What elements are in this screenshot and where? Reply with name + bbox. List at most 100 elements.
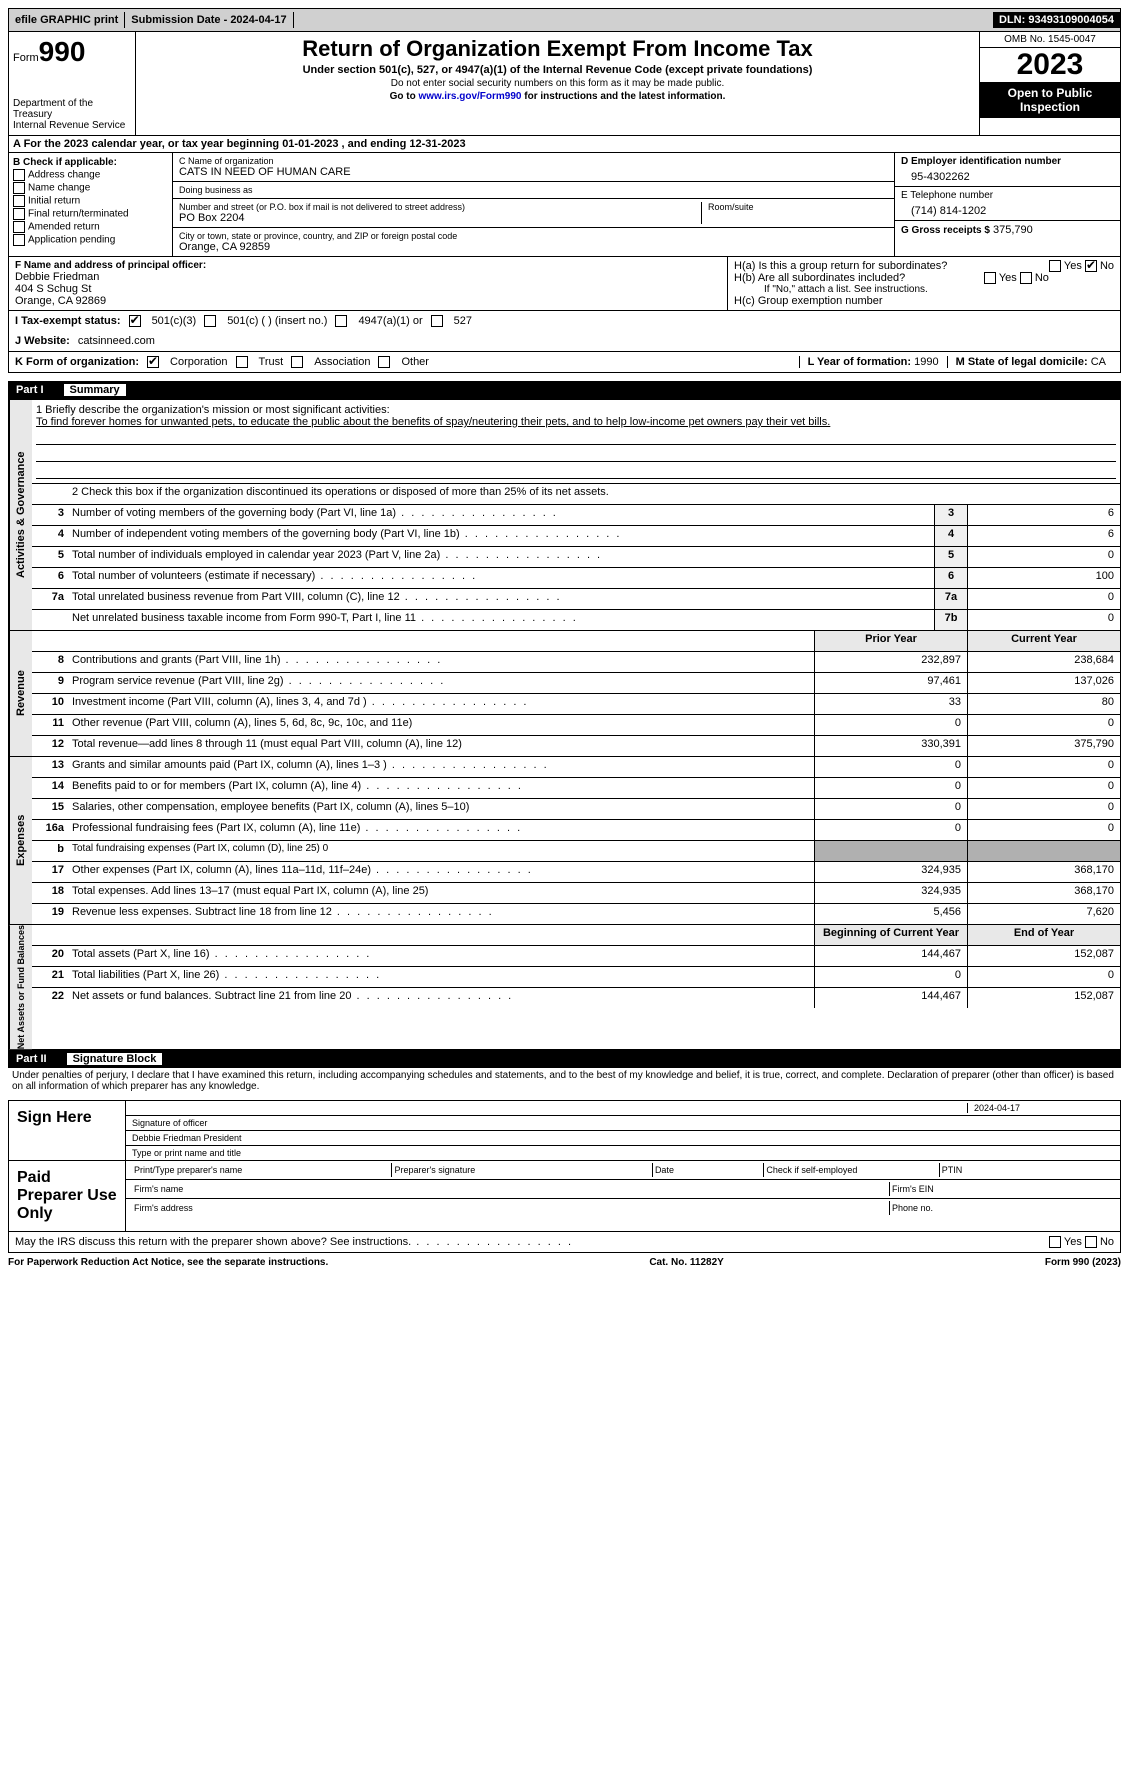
cb-name-change[interactable]: Name change xyxy=(13,182,168,194)
section-revenue: Revenue Prior YearCurrent Year 8Contribu… xyxy=(8,631,1121,757)
website-label: J Website: xyxy=(15,335,70,347)
tab-activities: Activities & Governance xyxy=(9,400,32,630)
prep-self-employed: Check if self-employed xyxy=(764,1163,939,1177)
signature-block: Sign Here 2024-04-17 Signature of office… xyxy=(8,1100,1121,1232)
part1-header: Part I Summary xyxy=(8,381,1121,399)
open-inspection: Open to Public Inspection xyxy=(980,82,1120,118)
row-a-calendar-year: A For the 2023 calendar year, or tax yea… xyxy=(8,136,1121,153)
section-f-label: F Name and address of principal officer: xyxy=(15,260,721,271)
dln: DLN: 93493109004054 xyxy=(993,12,1120,28)
prep-sig-label: Preparer's signature xyxy=(392,1163,652,1177)
sig-date: 2024-04-17 xyxy=(967,1103,1114,1113)
prep-name-label: Print/Type preparer's name xyxy=(132,1163,392,1177)
cb-amended-return[interactable]: Amended return xyxy=(13,221,168,233)
cb-527[interactable] xyxy=(431,315,443,327)
year-formation: L Year of formation: 1990 xyxy=(799,356,947,368)
gross-receipts: 375,790 xyxy=(993,224,1033,236)
cb-4947[interactable] xyxy=(335,315,347,327)
cb-association[interactable] xyxy=(291,356,303,368)
row-i: I Tax-exempt status: 501(c)(3) 501(c) ( … xyxy=(8,311,1121,331)
cb-501c[interactable] xyxy=(204,315,216,327)
sig-title-label: Type or print name and title xyxy=(126,1146,1120,1160)
section-activities: Activities & Governance 1 Briefly descri… xyxy=(8,399,1121,631)
footer: For Paperwork Reduction Act Notice, see … xyxy=(8,1257,1121,1268)
omb-number: OMB No. 1545-0047 xyxy=(980,32,1120,48)
officer-addr1: 404 S Schug St xyxy=(15,283,721,295)
officer-name: Debbie Friedman xyxy=(15,271,721,283)
row-j: J Website: catsinneed.com xyxy=(8,331,1121,352)
cb-discuss-yes[interactable] xyxy=(1049,1236,1061,1248)
line3-desc: Number of voting members of the governin… xyxy=(68,505,934,525)
cb-501c3[interactable] xyxy=(129,315,141,327)
cb-application-pending[interactable]: Application pending xyxy=(13,234,168,246)
form-number: 990 xyxy=(39,36,86,67)
prep-ptin-label: PTIN xyxy=(940,1163,1114,1177)
sig-name: Debbie Friedman President xyxy=(126,1131,1120,1146)
cb-trust[interactable] xyxy=(236,356,248,368)
ssn-note: Do not enter social security numbers on … xyxy=(140,78,975,89)
hdr-prior-year: Prior Year xyxy=(814,631,967,651)
irs-link[interactable]: www.irs.gov/Form990 xyxy=(418,91,521,102)
irs-label: Internal Revenue Service xyxy=(13,120,131,131)
cb-address-change[interactable]: Address change xyxy=(13,169,168,181)
officer-addr2: Orange, CA 92869 xyxy=(15,295,721,307)
tab-expenses: Expenses xyxy=(9,757,32,924)
penalty-text: Under penalties of perjury, I declare th… xyxy=(8,1068,1121,1094)
state-domicile: M State of legal domicile: CA xyxy=(947,356,1114,368)
part2-header: Part II Signature Block xyxy=(8,1050,1121,1068)
line3-val: 6 xyxy=(967,505,1120,525)
submission-date: Submission Date - 2024-04-17 xyxy=(125,12,293,28)
sig-officer-label: Signature of officer xyxy=(126,1116,1120,1131)
part1-label: Part I xyxy=(16,384,44,396)
firm-addr-label: Firm's address xyxy=(132,1201,890,1215)
cb-other[interactable] xyxy=(378,356,390,368)
cb-initial-return[interactable]: Initial return xyxy=(13,195,168,207)
paperwork-notice: For Paperwork Reduction Act Notice, see … xyxy=(8,1257,328,1268)
ha-row: H(a) Is this a group return for subordin… xyxy=(734,260,1114,272)
prep-date-label: Date xyxy=(653,1163,764,1177)
room-label: Room/suite xyxy=(708,202,888,212)
form-org-label: K Form of organization: xyxy=(15,356,139,368)
city-label: City or town, state or province, country… xyxy=(179,231,888,241)
cb-discuss-no[interactable] xyxy=(1085,1236,1097,1248)
cb-final-return[interactable]: Final return/terminated xyxy=(13,208,168,220)
name-label: C Name of organization xyxy=(179,156,888,166)
sign-here-label: Sign Here xyxy=(9,1101,126,1160)
topbar: efile GRAPHIC print Submission Date - 20… xyxy=(8,8,1121,32)
form-word: Form xyxy=(13,52,39,64)
dba-label: Doing business as xyxy=(179,185,888,195)
street: PO Box 2204 xyxy=(179,212,695,224)
phone-label: Phone no. xyxy=(890,1201,1114,1215)
form-title: Return of Organization Exempt From Incom… xyxy=(140,36,975,62)
website-value: catsinneed.com xyxy=(78,335,155,347)
goto-note: Go to www.irs.gov/Form990 for instructio… xyxy=(140,91,975,102)
row-k: K Form of organization: Corporation Trus… xyxy=(8,352,1121,373)
section-expenses: Expenses 13Grants and similar amounts pa… xyxy=(8,757,1121,925)
form-footer: Form 990 (2023) xyxy=(1045,1257,1121,1268)
hc-row: H(c) Group exemption number xyxy=(734,295,1114,307)
firm-ein-label: Firm's EIN xyxy=(890,1182,1114,1196)
telephone: (714) 814-1202 xyxy=(901,201,1114,217)
dept-treasury: Department of the Treasury xyxy=(13,98,131,120)
tax-exempt-label: I Tax-exempt status: xyxy=(15,315,121,327)
cb-corporation[interactable] xyxy=(147,356,159,368)
section-b-label: B Check if applicable: xyxy=(13,157,168,168)
firm-name-label: Firm's name xyxy=(132,1182,890,1196)
street-label: Number and street (or P.O. box if mail i… xyxy=(179,202,695,212)
part2-label: Part II xyxy=(16,1053,47,1065)
ein-label: D Employer identification number xyxy=(901,156,1114,167)
section-net-assets: Net Assets or Fund Balances Beginning of… xyxy=(8,925,1121,1050)
hdr-current-year: Current Year xyxy=(967,631,1120,651)
tel-label: E Telephone number xyxy=(901,190,1114,201)
line2: 2 Check this box if the organization dis… xyxy=(68,484,1120,504)
mission-label: 1 Briefly describe the organization's mi… xyxy=(36,404,1116,416)
paid-preparer-label: Paid Preparer Use Only xyxy=(9,1161,126,1231)
mission-text: To find forever homes for unwanted pets,… xyxy=(36,416,1116,428)
form-subtitle: Under section 501(c), 527, or 4947(a)(1)… xyxy=(140,64,975,76)
block-bcd: B Check if applicable: Address change Na… xyxy=(8,153,1121,257)
tab-revenue: Revenue xyxy=(9,631,32,756)
ein: 95-4302262 xyxy=(901,167,1114,183)
cat-no: Cat. No. 11282Y xyxy=(649,1257,723,1268)
discuss-row: May the IRS discuss this return with the… xyxy=(8,1232,1121,1253)
city: Orange, CA 92859 xyxy=(179,241,888,253)
